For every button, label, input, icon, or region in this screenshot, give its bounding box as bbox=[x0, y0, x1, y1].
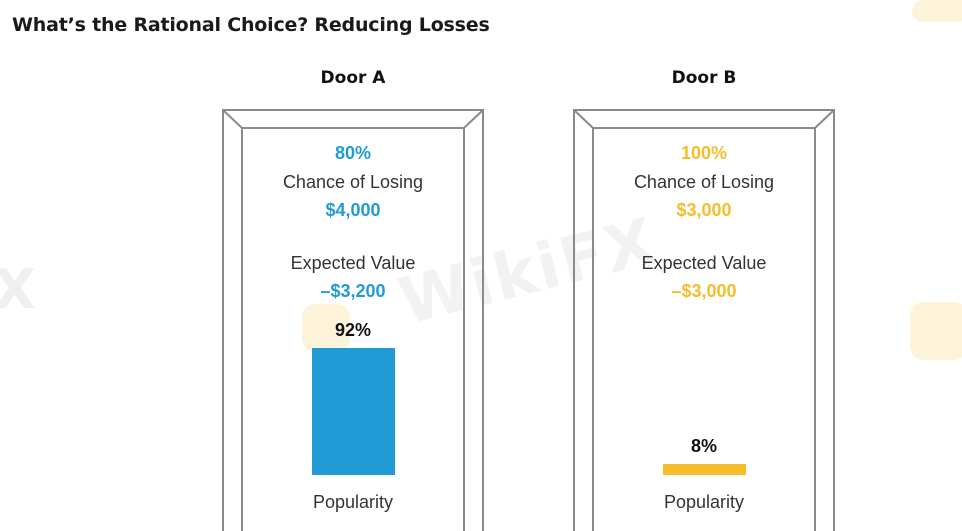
door-a-outline bbox=[222, 109, 484, 531]
door-a-amount: $4,000 bbox=[325, 200, 381, 220]
door-b-label: Door B bbox=[671, 68, 737, 88]
door-b-outline bbox=[573, 109, 835, 531]
door-b-chance-label: Chance of Losing bbox=[633, 172, 775, 192]
door-b-chance: 100% bbox=[680, 143, 728, 163]
door-b-ev-label: Expected Value bbox=[641, 253, 767, 273]
door-a-chance: 80% bbox=[334, 143, 372, 163]
door-a-popularity-label: Popularity bbox=[312, 492, 394, 512]
door-b-amount: $3,000 bbox=[676, 200, 732, 220]
door-a-popularity-bar bbox=[312, 348, 395, 475]
door-b-ev: –$3,000 bbox=[671, 281, 737, 301]
watermark-logo-icon bbox=[912, 0, 962, 22]
door-a-chance-label: Chance of Losing bbox=[282, 172, 424, 192]
watermark-fragment: X bbox=[0, 258, 36, 321]
door-a-ev-label: Expected Value bbox=[290, 253, 416, 273]
door-a-frame: 80% Chance of Losing $4,000 Expected Val… bbox=[222, 109, 484, 531]
door-a-popularity-value: 92% bbox=[334, 320, 372, 340]
watermark-logo-icon bbox=[910, 302, 962, 360]
door-b-frame: 100% Chance of Losing $3,000 Expected Va… bbox=[573, 109, 835, 531]
door-a-label: Door A bbox=[320, 68, 386, 88]
door-b-popularity-bar bbox=[663, 464, 746, 475]
door-b-popularity-value: 8% bbox=[690, 436, 717, 456]
door-a-ev: –$3,200 bbox=[320, 281, 386, 301]
door-b-popularity-label: Popularity bbox=[663, 492, 745, 512]
chart-title: What’s the Rational Choice? Reducing Los… bbox=[12, 14, 490, 36]
